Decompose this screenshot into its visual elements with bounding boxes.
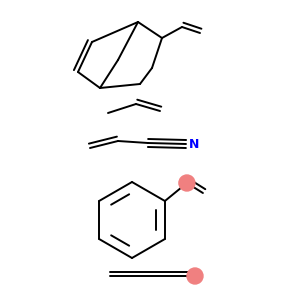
- Text: N: N: [189, 139, 200, 152]
- Circle shape: [187, 268, 203, 284]
- Circle shape: [179, 175, 195, 191]
